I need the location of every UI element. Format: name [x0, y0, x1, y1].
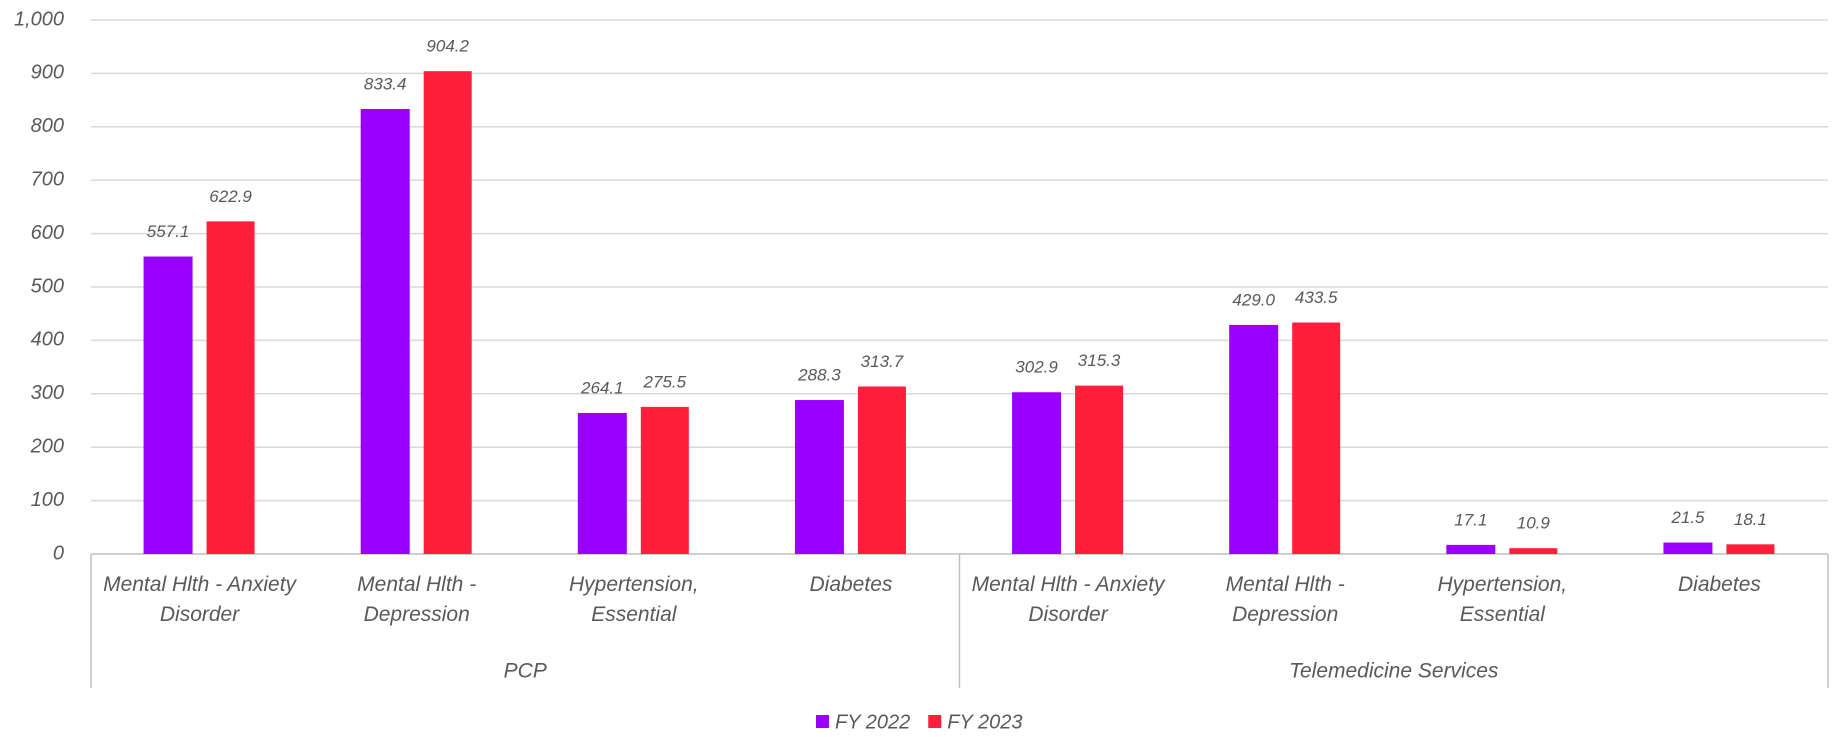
data-label: 904.2 [426, 37, 469, 56]
bar [1075, 385, 1124, 554]
data-label: 315.3 [1078, 351, 1121, 370]
x-tick-label: Hypertension, Essential [569, 573, 699, 626]
bar [143, 256, 193, 554]
bar [1509, 548, 1558, 554]
data-label: 264.1 [580, 378, 624, 397]
y-tick-label: 1,000 [14, 8, 64, 30]
y-tick-label: 400 [31, 329, 64, 351]
bar [360, 108, 410, 554]
x-tick-label: Mental Hlth - Depression [1225, 573, 1345, 626]
bar [206, 221, 255, 554]
bar [1292, 322, 1341, 554]
legend-swatch [816, 715, 829, 728]
bar [1012, 392, 1062, 554]
data-label: 275.5 [643, 372, 687, 391]
bar [857, 386, 906, 554]
x-tick-label: Hypertension, Essential [1437, 573, 1568, 626]
data-label: 21.5 [1670, 508, 1705, 527]
data-label: 313.7 [861, 352, 904, 371]
y-tick-label: 900 [31, 62, 64, 84]
y-tick-label: 800 [31, 115, 64, 137]
data-label: 288.3 [797, 366, 841, 385]
group-label: Telemedicine Services [1289, 660, 1499, 683]
bar [1663, 542, 1713, 554]
x-tick-label: Mental Hlth - Depression [357, 573, 477, 626]
bar [1446, 544, 1496, 554]
legend-label: FY 2022 [835, 711, 910, 733]
bar [794, 400, 844, 554]
bar [423, 71, 472, 555]
y-tick-label: 0 [53, 542, 64, 564]
y-tick-label: 600 [31, 222, 64, 244]
x-tick-label: Diabetes [809, 573, 893, 596]
x-tick-label: Mental Hlth - Anxiety Disorder [971, 573, 1165, 626]
bar [1229, 324, 1279, 554]
bar [640, 406, 689, 554]
data-label: 833.4 [364, 74, 407, 93]
x-tick-label: Diabetes [1677, 573, 1761, 596]
data-label: 433.5 [1295, 288, 1338, 307]
x-tick-label: Mental Hlth - Anxiety Disorder [103, 573, 297, 626]
group-label: PCP [504, 660, 547, 683]
data-label: 557.1 [147, 222, 190, 241]
y-tick-label: 300 [31, 382, 64, 404]
y-tick-label: 500 [31, 275, 64, 297]
legend-swatch [928, 715, 942, 728]
data-label: 302.9 [1015, 358, 1058, 377]
y-tick-label: 100 [31, 489, 64, 511]
data-label: 622.9 [209, 187, 252, 206]
bar [577, 412, 627, 554]
y-tick-label: 200 [30, 435, 64, 457]
bar [1726, 544, 1775, 554]
y-tick-label: 700 [31, 168, 64, 190]
data-label: 429.0 [1232, 290, 1275, 309]
data-label: 17.1 [1454, 510, 1487, 529]
data-label: 10.9 [1517, 514, 1551, 533]
legend-label: FY 2023 [947, 711, 1022, 733]
data-label: 18.1 [1734, 510, 1767, 529]
